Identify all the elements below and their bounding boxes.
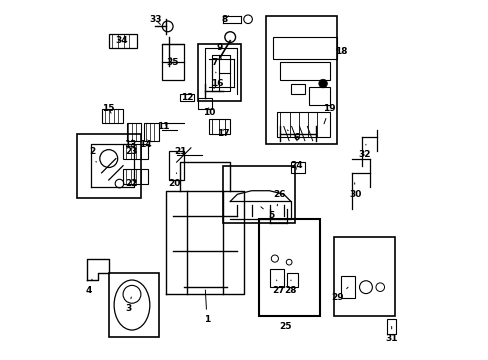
Bar <box>123 169 148 184</box>
Bar <box>340 276 354 298</box>
Text: 6: 6 <box>287 130 299 141</box>
Text: 18: 18 <box>334 47 346 56</box>
Text: 7: 7 <box>210 58 217 73</box>
Text: 24: 24 <box>289 161 302 170</box>
Text: 3: 3 <box>125 297 131 313</box>
Bar <box>333 237 394 316</box>
Bar <box>126 123 141 141</box>
Text: 15: 15 <box>102 104 115 113</box>
Text: 8: 8 <box>221 15 228 24</box>
Bar <box>287 273 298 287</box>
Bar <box>102 109 123 123</box>
Bar <box>272 37 337 59</box>
Bar <box>169 152 183 180</box>
Bar <box>386 319 395 334</box>
Bar <box>162 44 183 80</box>
Bar <box>208 119 230 134</box>
Bar <box>180 94 194 102</box>
Bar <box>269 269 283 287</box>
Text: 4: 4 <box>86 279 92 295</box>
Bar <box>198 98 212 109</box>
Bar <box>276 112 329 137</box>
Text: 23: 23 <box>125 147 138 156</box>
Text: 12: 12 <box>181 93 193 102</box>
Text: 19: 19 <box>323 104 335 124</box>
Text: 20: 20 <box>168 173 181 188</box>
Bar <box>258 219 319 316</box>
Bar <box>308 87 329 105</box>
Bar <box>223 166 294 223</box>
Text: 1: 1 <box>203 290 210 324</box>
Text: 29: 29 <box>330 287 347 302</box>
Bar <box>290 84 305 94</box>
Bar <box>265 16 337 144</box>
Text: 32: 32 <box>357 144 370 159</box>
Text: 33: 33 <box>149 15 161 24</box>
Text: 17: 17 <box>216 129 229 138</box>
Text: 35: 35 <box>166 58 179 67</box>
Text: 28: 28 <box>284 280 297 295</box>
Bar <box>144 123 159 141</box>
Text: 10: 10 <box>202 108 215 117</box>
Text: 25: 25 <box>279 316 291 331</box>
Text: 21: 21 <box>174 147 186 156</box>
Text: 9: 9 <box>216 43 222 59</box>
Text: 34: 34 <box>115 36 127 45</box>
Text: 27: 27 <box>271 280 284 295</box>
Text: 31: 31 <box>385 327 397 343</box>
Bar <box>108 33 137 48</box>
Bar <box>108 273 159 337</box>
Bar <box>290 162 305 173</box>
Text: 5: 5 <box>261 207 274 220</box>
Text: 2: 2 <box>89 147 96 162</box>
Text: 13: 13 <box>123 140 136 149</box>
Text: 30: 30 <box>348 183 361 199</box>
Bar <box>123 144 148 158</box>
Text: 11: 11 <box>157 122 169 131</box>
Text: 26: 26 <box>273 190 285 206</box>
Text: 16: 16 <box>211 79 224 89</box>
Circle shape <box>318 79 326 88</box>
Text: 22: 22 <box>125 179 138 188</box>
Bar <box>198 44 241 102</box>
Bar <box>77 134 141 198</box>
Text: 14: 14 <box>139 140 152 149</box>
Bar <box>280 62 329 80</box>
